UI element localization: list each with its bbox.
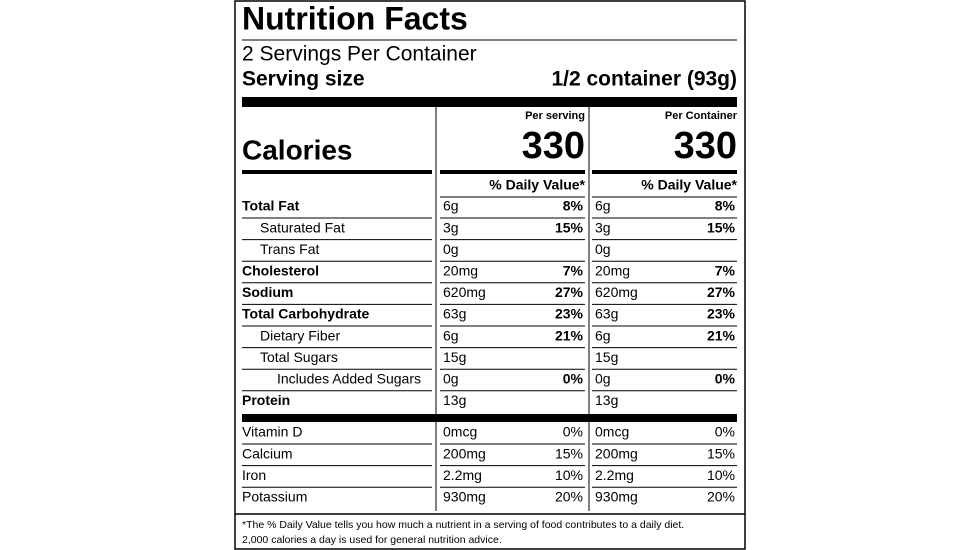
- daily-value: 7%: [715, 263, 736, 279]
- daily-value: 15%: [707, 445, 735, 461]
- amount: 6g: [595, 327, 611, 343]
- daily-value: 20%: [555, 489, 583, 505]
- daily-value: 0%: [563, 424, 583, 440]
- calories-value: 330: [674, 125, 737, 167]
- calories-value: 330: [522, 125, 585, 167]
- nutrient-name: Total Sugars: [260, 349, 338, 365]
- calories-label: Calories: [242, 134, 353, 165]
- amount: 20mg: [595, 263, 630, 279]
- dv-heading: % Daily Value*: [641, 177, 737, 193]
- daily-value: 21%: [555, 327, 584, 343]
- daily-value: 20%: [707, 489, 735, 505]
- thick-rule: [242, 97, 737, 107]
- amount: 2.2mg: [443, 467, 482, 483]
- amount: 0g: [443, 241, 459, 257]
- amount: 930mg: [443, 489, 486, 505]
- footnote: 2,000 calories a day is used for general…: [242, 534, 502, 546]
- daily-value: 23%: [555, 306, 584, 322]
- title: Nutrition Facts: [242, 0, 468, 36]
- amount: 0g: [443, 371, 459, 387]
- amount: 620mg: [443, 284, 486, 300]
- amount: 200mg: [595, 445, 638, 461]
- rule: [592, 170, 737, 174]
- nutrient-name: Total Carbohydrate: [242, 306, 370, 322]
- amount: 0mcg: [443, 424, 477, 440]
- amount: 20mg: [443, 263, 478, 279]
- nutrient-name: Includes Added Sugars: [277, 371, 421, 387]
- nutrient-name: Saturated Fat: [260, 219, 345, 235]
- nutrient-name: Sodium: [242, 284, 293, 300]
- daily-value: 15%: [707, 219, 736, 235]
- amount: 6g: [443, 327, 459, 343]
- daily-value: 10%: [707, 467, 735, 483]
- amount: 15g: [443, 349, 466, 365]
- dv-heading: % Daily Value*: [489, 177, 585, 193]
- daily-value: 27%: [555, 284, 584, 300]
- amount: 620mg: [595, 284, 638, 300]
- nutrient-name: Protein: [242, 392, 290, 408]
- amount: 2.2mg: [595, 467, 634, 483]
- serving-size-label: Serving size: [242, 68, 365, 91]
- rule: [440, 170, 585, 174]
- daily-value: 8%: [715, 198, 736, 214]
- amount: 6g: [595, 198, 611, 214]
- daily-value: 0%: [715, 371, 736, 387]
- column-heading: Per Container: [665, 110, 738, 122]
- daily-value: 0%: [715, 424, 735, 440]
- servings: 2 Servings Per Container: [242, 43, 477, 66]
- rule: [242, 170, 432, 174]
- amount: 3g: [443, 219, 459, 235]
- nutrient-name: Total Fat: [242, 198, 300, 214]
- amount: 6g: [443, 198, 459, 214]
- daily-value: 15%: [555, 445, 583, 461]
- daily-value: 21%: [707, 327, 736, 343]
- nutrient-name: Cholesterol: [242, 263, 319, 279]
- amount: 0g: [595, 371, 611, 387]
- daily-value: 0%: [563, 371, 584, 387]
- column-heading: Per serving: [525, 110, 585, 122]
- amount: 930mg: [595, 489, 638, 505]
- daily-value: 8%: [563, 198, 584, 214]
- serving-size-value: 1/2 container (93g): [551, 68, 737, 91]
- amount: 13g: [595, 392, 618, 408]
- amount: 0mcg: [595, 424, 629, 440]
- amount: 15g: [595, 349, 618, 365]
- amount: 200mg: [443, 445, 486, 461]
- nutrient-name: Trans Fat: [260, 241, 319, 257]
- nutrient-name: Potassium: [242, 489, 307, 505]
- daily-value: 7%: [563, 263, 584, 279]
- daily-value: 10%: [555, 467, 583, 483]
- nutrient-name: Vitamin D: [242, 424, 302, 440]
- amount: 0g: [595, 241, 611, 257]
- amount: 63g: [595, 306, 618, 322]
- daily-value: 27%: [707, 284, 736, 300]
- daily-value: 15%: [555, 219, 584, 235]
- nutrient-name: Calcium: [242, 445, 293, 461]
- amount: 13g: [443, 392, 466, 408]
- nutrient-name: Iron: [242, 467, 266, 483]
- daily-value: 23%: [707, 306, 736, 322]
- nutrient-name: Dietary Fiber: [260, 327, 340, 343]
- label-border: [234, 0, 746, 550]
- amount: 63g: [443, 306, 466, 322]
- footnote: *The % Daily Value tells you how much a …: [242, 519, 684, 531]
- thick-rule: [242, 414, 737, 422]
- amount: 3g: [595, 219, 611, 235]
